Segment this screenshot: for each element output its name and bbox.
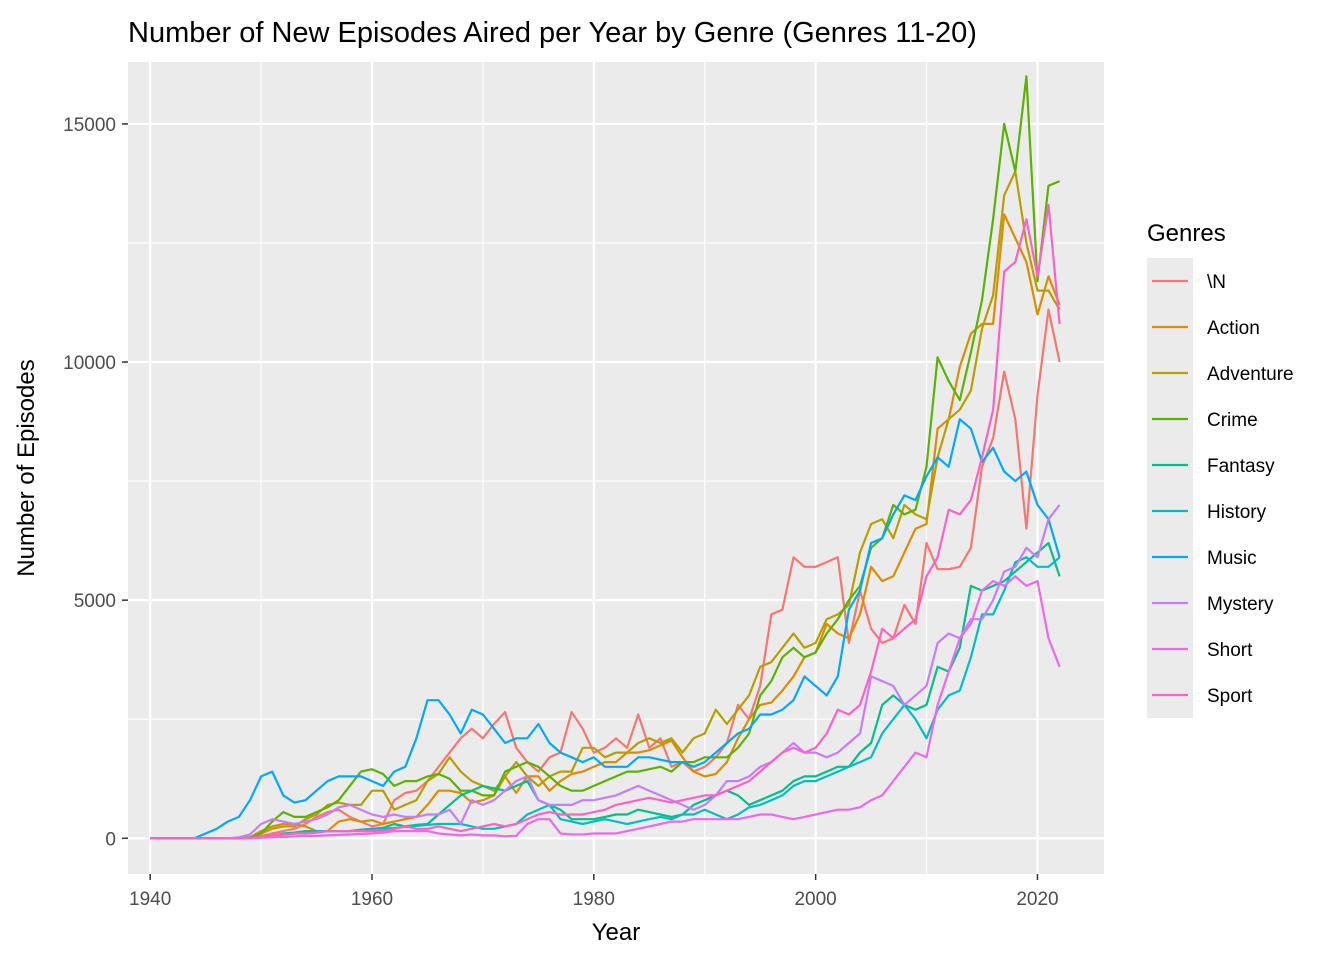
y-tick-label: 5000 <box>74 591 116 612</box>
legend-label: Adventure <box>1207 364 1294 385</box>
y-tick-label: 15000 <box>63 115 116 136</box>
legend-label: Mystery <box>1207 594 1274 615</box>
x-axis: 1940 1960 1980 2000 2020 <box>129 874 1059 910</box>
legend-label: Music <box>1207 548 1257 569</box>
y-tick-label: 0 <box>105 829 116 850</box>
series-lines <box>150 75 1061 840</box>
legend-label: History <box>1207 502 1267 523</box>
legend-label: Short <box>1207 640 1253 661</box>
series-line-3 <box>150 75 1061 840</box>
x-tick-label: 2000 <box>794 889 836 910</box>
y-axis: 0 5000 10000 15000 <box>63 115 128 850</box>
grid-major <box>128 62 1104 874</box>
legend-label: \N <box>1207 272 1226 293</box>
series-line-8 <box>150 575 1061 840</box>
series-line-9 <box>150 203 1061 840</box>
legend-label: Fantasy <box>1207 456 1275 477</box>
legend-label: Crime <box>1207 410 1258 431</box>
legend-items: \N Action Adventure Crime Fantasy History Musi… <box>1147 258 1294 718</box>
x-tick-label: 1960 <box>351 889 393 910</box>
x-tick-label: 1940 <box>129 889 171 910</box>
series-line-6 <box>150 418 1061 840</box>
y-tick-label: 10000 <box>63 353 116 374</box>
x-tick-label: 1980 <box>573 889 615 910</box>
series-line-1 <box>150 213 1061 840</box>
x-tick-label: 2020 <box>1016 889 1058 910</box>
grid-minor <box>128 62 1104 874</box>
legend-label: Action <box>1207 318 1260 339</box>
chart-title: Number of New Episodes Aired per Year by… <box>128 17 977 49</box>
x-axis-label: Year <box>592 919 641 946</box>
legend-label: Sport <box>1207 686 1253 707</box>
series-line-4 <box>150 541 1061 840</box>
legend: Genres \N Action Adventure Crime Fantasy Hist… <box>1147 220 1294 718</box>
y-axis-label: Number of Episodes <box>13 359 40 576</box>
series-line-7 <box>150 504 1061 840</box>
legend-title: Genres <box>1147 220 1226 247</box>
